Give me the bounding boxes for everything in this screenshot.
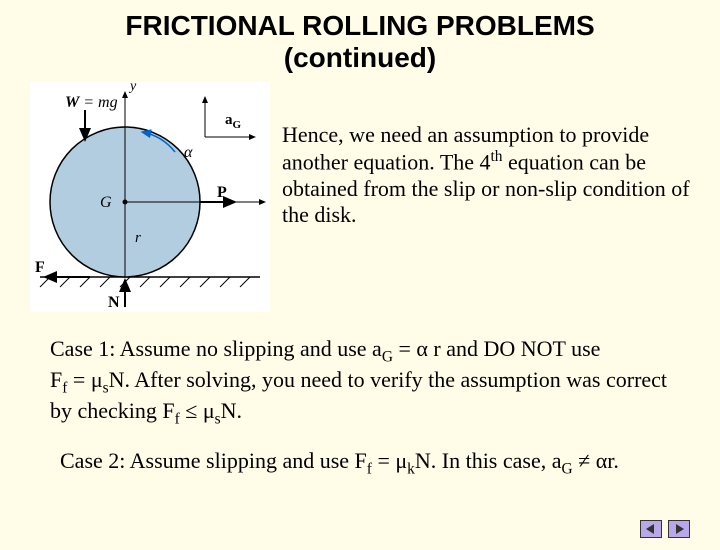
prev-button[interactable] — [640, 520, 662, 538]
next-button[interactable] — [668, 520, 690, 538]
label-N: N — [108, 294, 120, 311]
triangle-left-icon — [646, 524, 656, 534]
case-1: Case 1: Assume no slipping and use aG = … — [50, 336, 680, 428]
label-P: P — [217, 184, 227, 201]
label-F: F — [35, 259, 45, 276]
title-line1: FRICTIONAL ROLLING PROBLEMS — [125, 10, 594, 41]
axis-y-label: y — [128, 82, 137, 94]
label-W: W = mg — [65, 94, 118, 111]
case-2: Case 2: Assume slipping and use Ff = μkN… — [60, 448, 680, 479]
rolling-disk-diagram: W = mg y G aG α P r F N — [30, 82, 270, 312]
label-r: r — [135, 230, 141, 246]
label-aG: aG — [225, 112, 242, 131]
slide-title: FRICTIONAL ROLLING PROBLEMS (continued) — [0, 10, 720, 74]
label-G: G — [100, 194, 112, 211]
label-alpha: α — [184, 144, 193, 161]
intro-paragraph: Hence, we need an assumption to provide … — [282, 122, 690, 312]
title-line2: (continued) — [284, 42, 436, 73]
triangle-right-icon — [674, 524, 684, 534]
nav-buttons — [640, 520, 690, 538]
